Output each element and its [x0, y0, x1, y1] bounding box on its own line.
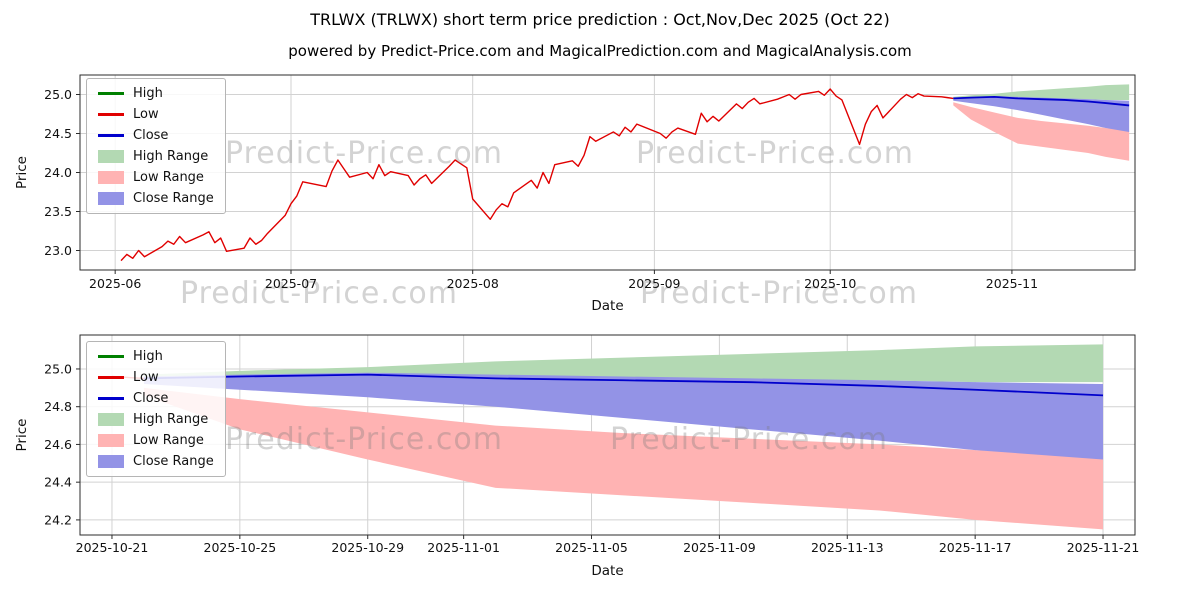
low-line-swatch-icon: [98, 376, 124, 379]
legend-label-high-range: High Range: [133, 412, 209, 427]
svg-text:2025-11-01: 2025-11-01: [427, 540, 500, 555]
svg-text:2025-11-21: 2025-11-21: [1067, 540, 1140, 555]
svg-text:24.6: 24.6: [44, 437, 72, 452]
page-title: TRLWX (TRLWX) short term price predictio…: [310, 10, 890, 29]
legend-item-high-range: High Range: [98, 412, 214, 427]
svg-text:24.0: 24.0: [44, 165, 72, 180]
legend-item-close-range: Close Range: [98, 191, 214, 206]
low-line-swatch-icon: [98, 113, 124, 116]
svg-text:25.0: 25.0: [44, 87, 72, 102]
svg-text:24.8: 24.8: [44, 399, 72, 414]
legend-item-high: High: [98, 349, 214, 364]
legend-label-high-range: High Range: [133, 149, 209, 164]
svg-text:2025-07: 2025-07: [265, 276, 317, 291]
svg-text:2025-11-05: 2025-11-05: [555, 540, 628, 555]
legend-item-close: Close: [98, 391, 214, 406]
svg-text:Date: Date: [591, 563, 623, 579]
legend-item-low: Low: [98, 107, 214, 122]
legend-label-close-range: Close Range: [133, 191, 214, 206]
high-range-swatch-icon: [98, 413, 124, 426]
legend-item-low-range: Low Range: [98, 170, 214, 185]
svg-text:23.5: 23.5: [44, 204, 72, 219]
svg-text:2025-09: 2025-09: [628, 276, 680, 291]
svg-text:2025-10: 2025-10: [804, 276, 856, 291]
low-range-swatch-icon: [98, 171, 124, 184]
svg-text:24.4: 24.4: [44, 475, 72, 490]
high-line-swatch-icon: [98, 355, 124, 358]
svg-text:Price: Price: [14, 419, 30, 452]
legend-item-low-range: Low Range: [98, 433, 214, 448]
legend-item-low: Low: [98, 370, 214, 385]
bottom-chart-legend: High Low Close High Range Low Range Clos…: [86, 341, 226, 477]
page-subtitle: powered by Predict-Price.com and Magical…: [288, 42, 912, 60]
legend-label-high: High: [133, 86, 163, 101]
svg-text:23.0: 23.0: [44, 243, 72, 258]
legend-label-close: Close: [133, 391, 169, 406]
legend-label-close-range: Close Range: [133, 454, 214, 469]
svg-text:2025-10-21: 2025-10-21: [76, 540, 149, 555]
svg-text:2025-11-09: 2025-11-09: [683, 540, 756, 555]
legend-label-low: Low: [133, 107, 159, 122]
high-line-swatch-icon: [98, 92, 124, 95]
legend-item-high-range: High Range: [98, 149, 214, 164]
svg-text:24.2: 24.2: [44, 512, 72, 527]
svg-text:2025-11-13: 2025-11-13: [811, 540, 884, 555]
svg-text:2025-10-29: 2025-10-29: [331, 540, 404, 555]
high-range-swatch-icon: [98, 150, 124, 163]
low-range-swatch-icon: [98, 434, 124, 447]
legend-item-close-range: Close Range: [98, 454, 214, 469]
svg-text:2025-11: 2025-11: [986, 276, 1038, 291]
legend-label-low: Low: [133, 370, 159, 385]
legend-label-close: Close: [133, 128, 169, 143]
svg-text:2025-08: 2025-08: [447, 276, 499, 291]
svg-text:2025-11-17: 2025-11-17: [939, 540, 1012, 555]
svg-text:Date: Date: [591, 298, 623, 314]
close-line-swatch-icon: [98, 134, 124, 137]
legend-item-high: High: [98, 86, 214, 101]
close-range-swatch-icon: [98, 455, 124, 468]
svg-text:2025-06: 2025-06: [89, 276, 141, 291]
svg-text:Price: Price: [14, 156, 30, 189]
legend-label-low-range: Low Range: [133, 170, 204, 185]
svg-text:2025-10-25: 2025-10-25: [204, 540, 277, 555]
bottom-chart: 2025-10-21 2025-10-25 2025-10-29 2025-11-01…: [14, 334, 1140, 579]
svg-text:25.0: 25.0: [44, 361, 72, 376]
close-line-swatch-icon: [98, 397, 124, 400]
top-chart: 2025-06 2025-07 2025-08 2025-09 2025-10 2025-…: [14, 74, 1136, 314]
legend-label-low-range: Low Range: [133, 433, 204, 448]
legend-item-close: Close: [98, 128, 214, 143]
legend-label-high: High: [133, 349, 163, 364]
close-range-swatch-icon: [98, 192, 124, 205]
top-chart-legend: High Low Close High Range Low Range Clos…: [86, 78, 226, 214]
svg-text:24.5: 24.5: [44, 126, 72, 141]
